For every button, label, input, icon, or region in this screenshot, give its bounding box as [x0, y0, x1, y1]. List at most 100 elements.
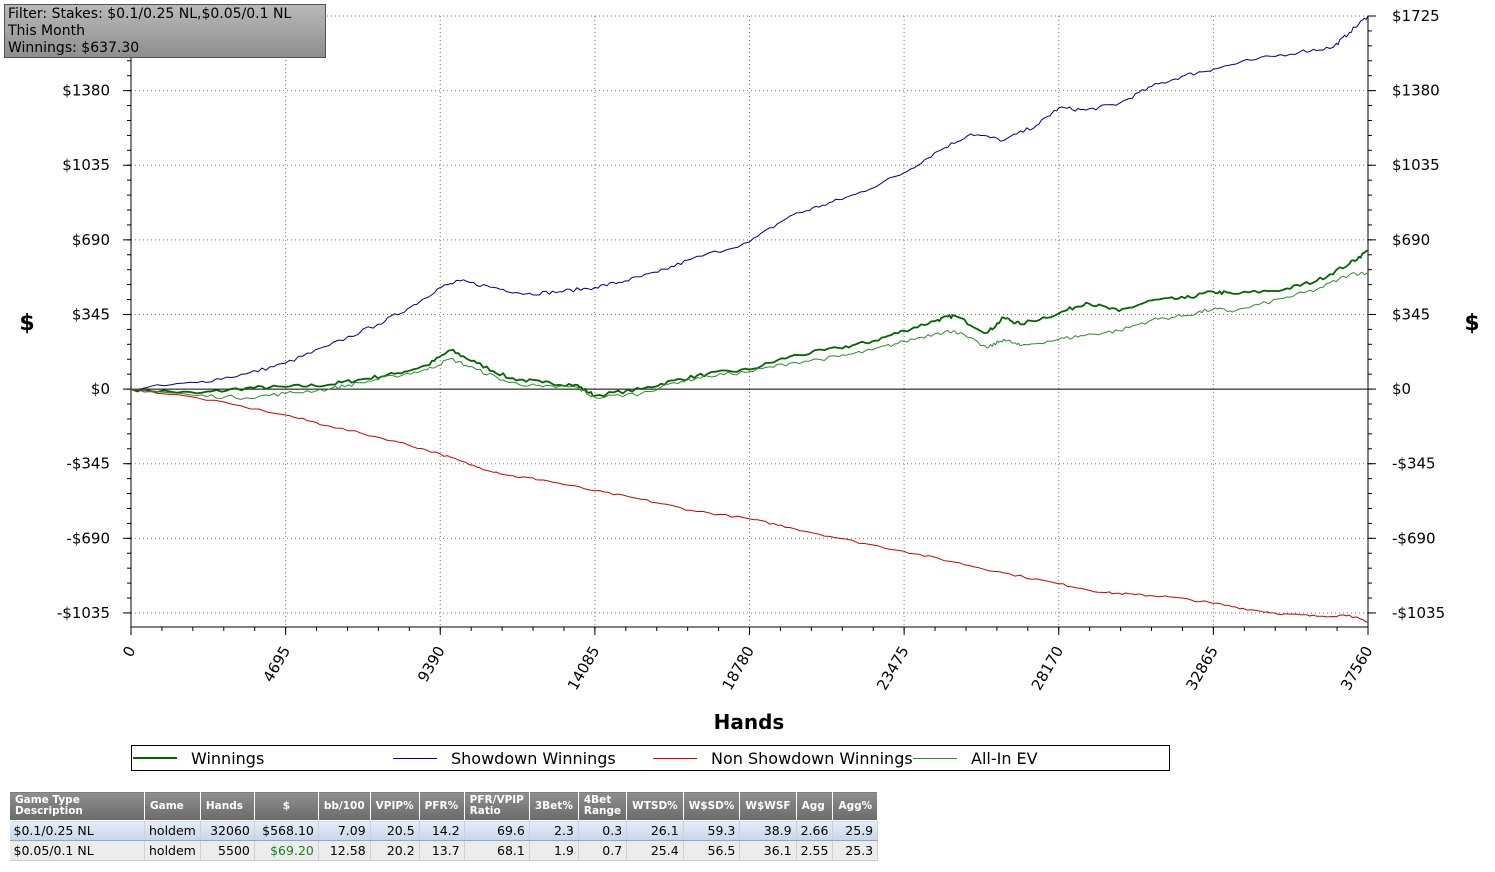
series-line-non-showdown-winnings	[130, 388, 1369, 624]
legend-swatch-showdown	[393, 757, 437, 759]
x-tick-label: 32865	[1182, 643, 1221, 693]
legend-label-showdown: Showdown Winnings	[451, 748, 616, 768]
table-cell: 2.3	[529, 820, 579, 841]
table-cell: holdem	[144, 840, 201, 861]
legend-swatch-allin-ev	[913, 757, 957, 759]
table-cell: 69.6	[464, 820, 530, 841]
table-cell: 56.5	[683, 840, 741, 861]
y-tick-label-left: $690	[72, 231, 110, 249]
y-tick-label-right: -$345	[1392, 455, 1436, 473]
col-header[interactable]: W$SD%	[682, 791, 741, 821]
legend-item-non-showdown: Non Showdown Winnings	[653, 746, 913, 770]
legend-item-showdown: Showdown Winnings	[393, 746, 616, 770]
table-cell: $568.10	[254, 820, 319, 841]
legend-label-winnings: Winnings	[191, 748, 265, 768]
y-tick-label-left: $1035	[62, 156, 110, 174]
table-cell: 7.09	[318, 820, 371, 841]
x-axis-label: Hands	[714, 710, 785, 734]
tick-labels: -$1035 -$1035 -$690 -$690 -$345 -$345 $0 $0 $345…	[57, 7, 1445, 693]
y-axis-label-left: $	[19, 311, 34, 336]
col-header[interactable]: PFR%	[418, 791, 465, 821]
stats-table: Game Type Description Game Hands $ bb/10…	[9, 791, 879, 861]
table-cell: 2.55	[796, 840, 834, 861]
table-cell: 2.66	[796, 820, 834, 841]
col-header[interactable]: Agg	[795, 791, 834, 821]
table-row[interactable]: $0.05/0.1 NL holdem 5500 $69.20 12.58 20…	[9, 840, 879, 861]
table-cell: 13.7	[419, 840, 465, 861]
y-axis-label-right: $	[1464, 311, 1479, 336]
legend-label-allin-ev: All-In EV	[971, 748, 1038, 768]
table-cell: 38.9	[739, 820, 797, 841]
axes	[123, 15, 1376, 635]
table-row[interactable]: $0.1/0.25 NL holdem 32060 $568.10 7.09 2…	[9, 820, 879, 841]
table-cell: 25.9	[832, 820, 879, 841]
table-cell: 36.1	[739, 840, 797, 861]
legend-item-winnings: Winnings	[133, 746, 264, 770]
x-tick-label: 28170	[1028, 643, 1067, 693]
y-tick-label-right: $1725	[1392, 7, 1440, 25]
table-cell: 1.9	[529, 840, 579, 861]
x-tick-label: 37560	[1337, 643, 1376, 693]
x-tick-label: 14085	[564, 643, 603, 693]
legend-swatch-winnings	[133, 757, 177, 759]
col-header[interactable]: bb/100	[317, 791, 371, 821]
chart-legend: Winnings Showdown Winnings Non Showdown …	[131, 745, 1170, 771]
x-tick-label: 4695	[259, 643, 294, 685]
y-tick-label-left: -$690	[66, 529, 110, 547]
table-cell: 5500	[200, 840, 255, 861]
table-cell: 0.7	[578, 840, 628, 861]
stats-header-row: Game Type Description Game Hands $ bb/10…	[9, 791, 879, 821]
y-tick-label-left: $1380	[62, 82, 110, 100]
col-header[interactable]: WTSD%	[626, 791, 684, 821]
table-cell: 20.2	[370, 840, 420, 861]
col-header[interactable]: 4Bet Range	[577, 791, 628, 821]
table-cell: holdem	[144, 820, 201, 841]
y-tick-label-right: -$1035	[1392, 604, 1445, 622]
series-line-winnings	[130, 249, 1369, 398]
y-tick-label-right: $0	[1392, 380, 1411, 398]
filter-stakes-text: Filter: Stakes: $0.1/0.25 NL,$0.05/0.1 N…	[8, 6, 292, 22]
table-cell: $69.20	[254, 840, 319, 861]
y-tick-label-left: -$345	[66, 455, 110, 473]
table-cell: 32060	[200, 820, 255, 841]
col-header[interactable]: Game Type Description	[9, 791, 145, 821]
col-header[interactable]: Hands	[199, 791, 255, 821]
col-header[interactable]: W$WSF	[739, 791, 797, 821]
col-header[interactable]: Agg%	[832, 791, 879, 821]
col-header[interactable]: $	[253, 791, 319, 821]
y-tick-label-right: -$690	[1392, 529, 1436, 547]
y-tick-label-right: $1035	[1392, 156, 1440, 174]
x-tick-label: 9390	[414, 643, 449, 685]
x-tick-label: 0	[119, 643, 139, 660]
table-cell: $0.1/0.25 NL	[9, 820, 145, 841]
col-header[interactable]: 3Bet%	[528, 791, 579, 821]
table-cell: $0.05/0.1 NL	[9, 840, 145, 861]
y-tick-label-left: $345	[72, 305, 110, 323]
table-cell: 59.3	[683, 820, 741, 841]
filter-period-text: This Month	[8, 23, 85, 39]
legend-item-allin-ev: All-In EV	[913, 746, 1038, 770]
series-lines	[130, 15, 1369, 624]
y-tick-label-right: $1380	[1392, 82, 1440, 100]
col-header[interactable]: VPIP%	[369, 791, 420, 821]
y-tick-label-left: -$1035	[57, 604, 110, 622]
y-tick-label-right: $345	[1392, 305, 1430, 323]
x-tick-label: 18780	[719, 643, 758, 693]
chart: -$1035 -$1035 -$690 -$690 -$345 -$345 $0 $0 $345…	[19, 7, 1479, 734]
x-tick-label: 23475	[873, 643, 912, 693]
table-cell: 26.1	[626, 820, 684, 841]
series-line-all-in-ev	[130, 271, 1369, 400]
legend-swatch-non-showdown	[653, 757, 697, 759]
filter-winnings-text: Winnings: $637.30	[8, 40, 140, 56]
grid	[131, 15, 1368, 627]
y-tick-label-left: $0	[91, 380, 110, 398]
filter-info-box: Filter: Stakes: $0.1/0.25 NL,$0.05/0.1 N…	[4, 4, 326, 58]
col-header[interactable]: PFR/VPIP Ratio	[463, 791, 530, 821]
series-line-showdown-winnings	[130, 15, 1369, 391]
table-cell: 25.4	[626, 840, 684, 861]
table-cell: 68.1	[464, 840, 530, 861]
table-cell: 20.5	[370, 820, 420, 841]
col-header[interactable]: Game	[144, 791, 201, 821]
legend-label-non-showdown: Non Showdown Winnings	[711, 748, 913, 768]
y-tick-label-right: $690	[1392, 231, 1430, 249]
